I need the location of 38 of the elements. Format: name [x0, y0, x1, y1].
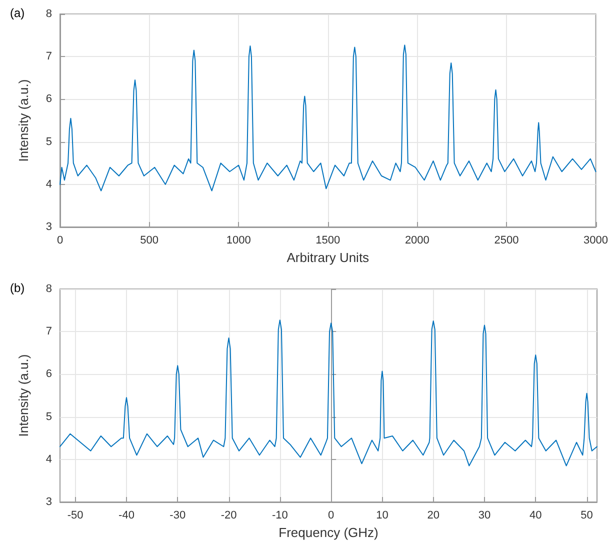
line-series: [60, 320, 598, 466]
x-tick-label: -30: [170, 510, 186, 522]
x-tick-label: 1000: [226, 234, 251, 246]
x-tick-label: -10: [272, 510, 288, 522]
y-tick-label: 4: [46, 178, 52, 190]
chart-title: (a): [10, 6, 25, 20]
y-axis-title: Intensity (a.u.): [16, 79, 31, 162]
y-tick-label: 6: [46, 368, 52, 380]
x-tick-label: 0: [328, 510, 334, 522]
x-tick-label: 1500: [316, 234, 340, 246]
y-axis-title: Intensity (a.u.): [16, 354, 31, 437]
y-tick-label: 7: [46, 50, 52, 63]
x-tick-label: 40: [530, 510, 542, 522]
y-tick-label: 3: [46, 221, 52, 233]
y-tick-label: 4: [46, 453, 52, 466]
x-axis-title: Arbitrary Units: [286, 250, 370, 265]
x-tick-label: -20: [220, 510, 237, 522]
x-tick-label: 3000: [584, 234, 608, 246]
chart-title: (b): [10, 281, 25, 295]
x-tick-label: -50: [67, 510, 84, 522]
x-tick-label: 0: [56, 234, 64, 246]
x-tick-label: 10: [376, 510, 388, 522]
y-tick-label: 5: [46, 136, 52, 148]
x-tick-label: 30: [478, 510, 491, 522]
y-tick-label: 5: [46, 410, 52, 423]
x-tick-label: -40: [118, 510, 134, 522]
x-tick-label: 500: [140, 234, 158, 246]
x-tick-label: 20: [427, 510, 440, 522]
line-series: [60, 44, 596, 192]
x-axis-title: Frequency (GHz): [278, 525, 378, 540]
y-tick-label: 3: [46, 496, 52, 508]
x-tick-label: 50: [580, 510, 593, 522]
y-tick-label: 6: [46, 93, 52, 106]
y-tick-label: 8: [46, 283, 52, 295]
x-tick-label: 2500: [494, 234, 519, 246]
x-tick-label: 2000: [404, 234, 430, 246]
y-tick-label: 8: [46, 8, 52, 20]
y-tick-label: 7: [46, 326, 52, 338]
